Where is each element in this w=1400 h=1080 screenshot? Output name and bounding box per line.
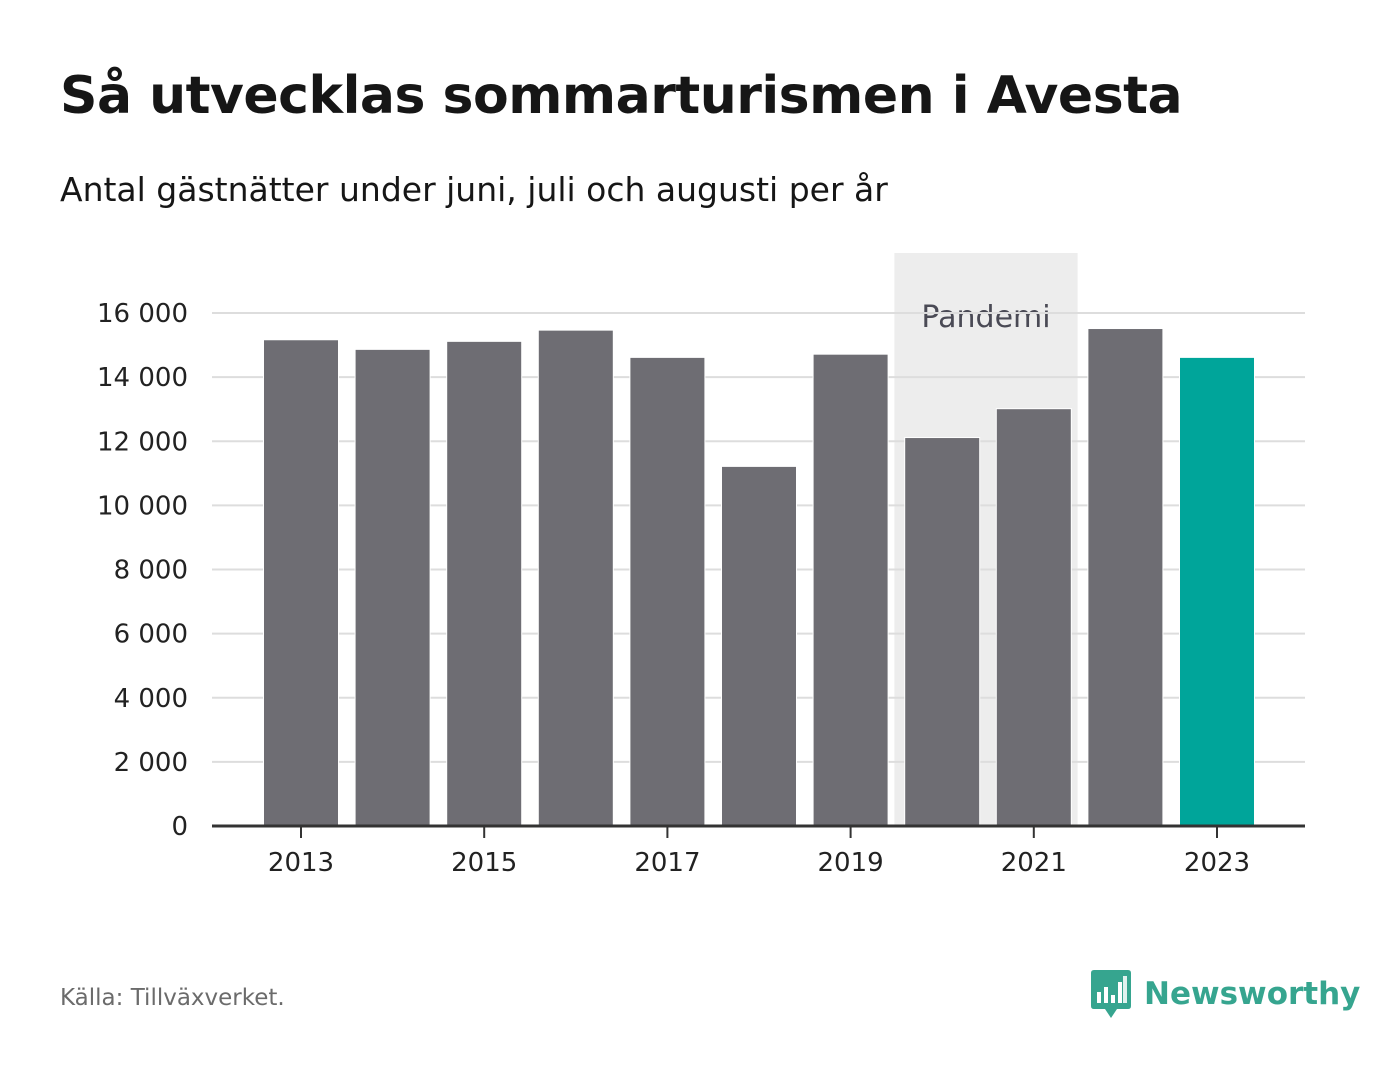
y-tick-label: 4 000 [114, 684, 188, 714]
y-tick-label: 0 [171, 812, 188, 842]
axes: 0 2 000 4 000 6 000 8 000 10 000 12 000 14 000 1… [97, 299, 1305, 878]
x-tick-label: 2023 [1184, 848, 1250, 878]
bar [1180, 357, 1254, 826]
bar [630, 357, 705, 826]
y-tick-label: 2 000 [114, 748, 188, 778]
y-tick-label: 14 000 [97, 363, 188, 393]
bar [538, 330, 613, 826]
bar-chart: Pandemi 0 2 000 4 000 6 000 8 000 10 000 12 00… [97, 253, 1305, 878]
y-tick-label: 12 000 [97, 427, 188, 457]
y-tick-label: 10 000 [97, 491, 188, 521]
bar-chart-speech-bubble-icon [1091, 970, 1131, 1018]
chart-title: Så utvecklas sommarturismen i Avesta [60, 66, 1183, 126]
bar [722, 466, 796, 826]
bar [264, 340, 338, 826]
y-tick-label: 8 000 [114, 556, 188, 586]
chart-subtitle: Antal gästnätter under juni, juli och au… [60, 170, 888, 209]
bar [996, 409, 1071, 826]
bar [905, 438, 980, 826]
y-tick-label: 6 000 [114, 620, 188, 650]
bar [1088, 329, 1163, 826]
x-tick-label: 2019 [818, 848, 884, 878]
brand-logo[interactable]: Newsworthy [1090, 968, 1360, 1020]
x-tick-label: 2021 [1001, 848, 1067, 878]
bars [263, 328, 1255, 826]
bar [813, 354, 888, 826]
y-tick-label: 16 000 [97, 299, 188, 329]
x-tick-label: 2015 [451, 848, 517, 878]
bar [355, 349, 430, 826]
x-tick-label: 2017 [634, 848, 700, 878]
brand-name: Newsworthy [1144, 976, 1361, 1012]
source-note: Källa: Tillväxverket. [60, 985, 285, 1011]
x-tick-label: 2013 [268, 848, 334, 878]
pandemic-band-label: Pandemi [921, 300, 1050, 335]
bar [447, 341, 522, 826]
